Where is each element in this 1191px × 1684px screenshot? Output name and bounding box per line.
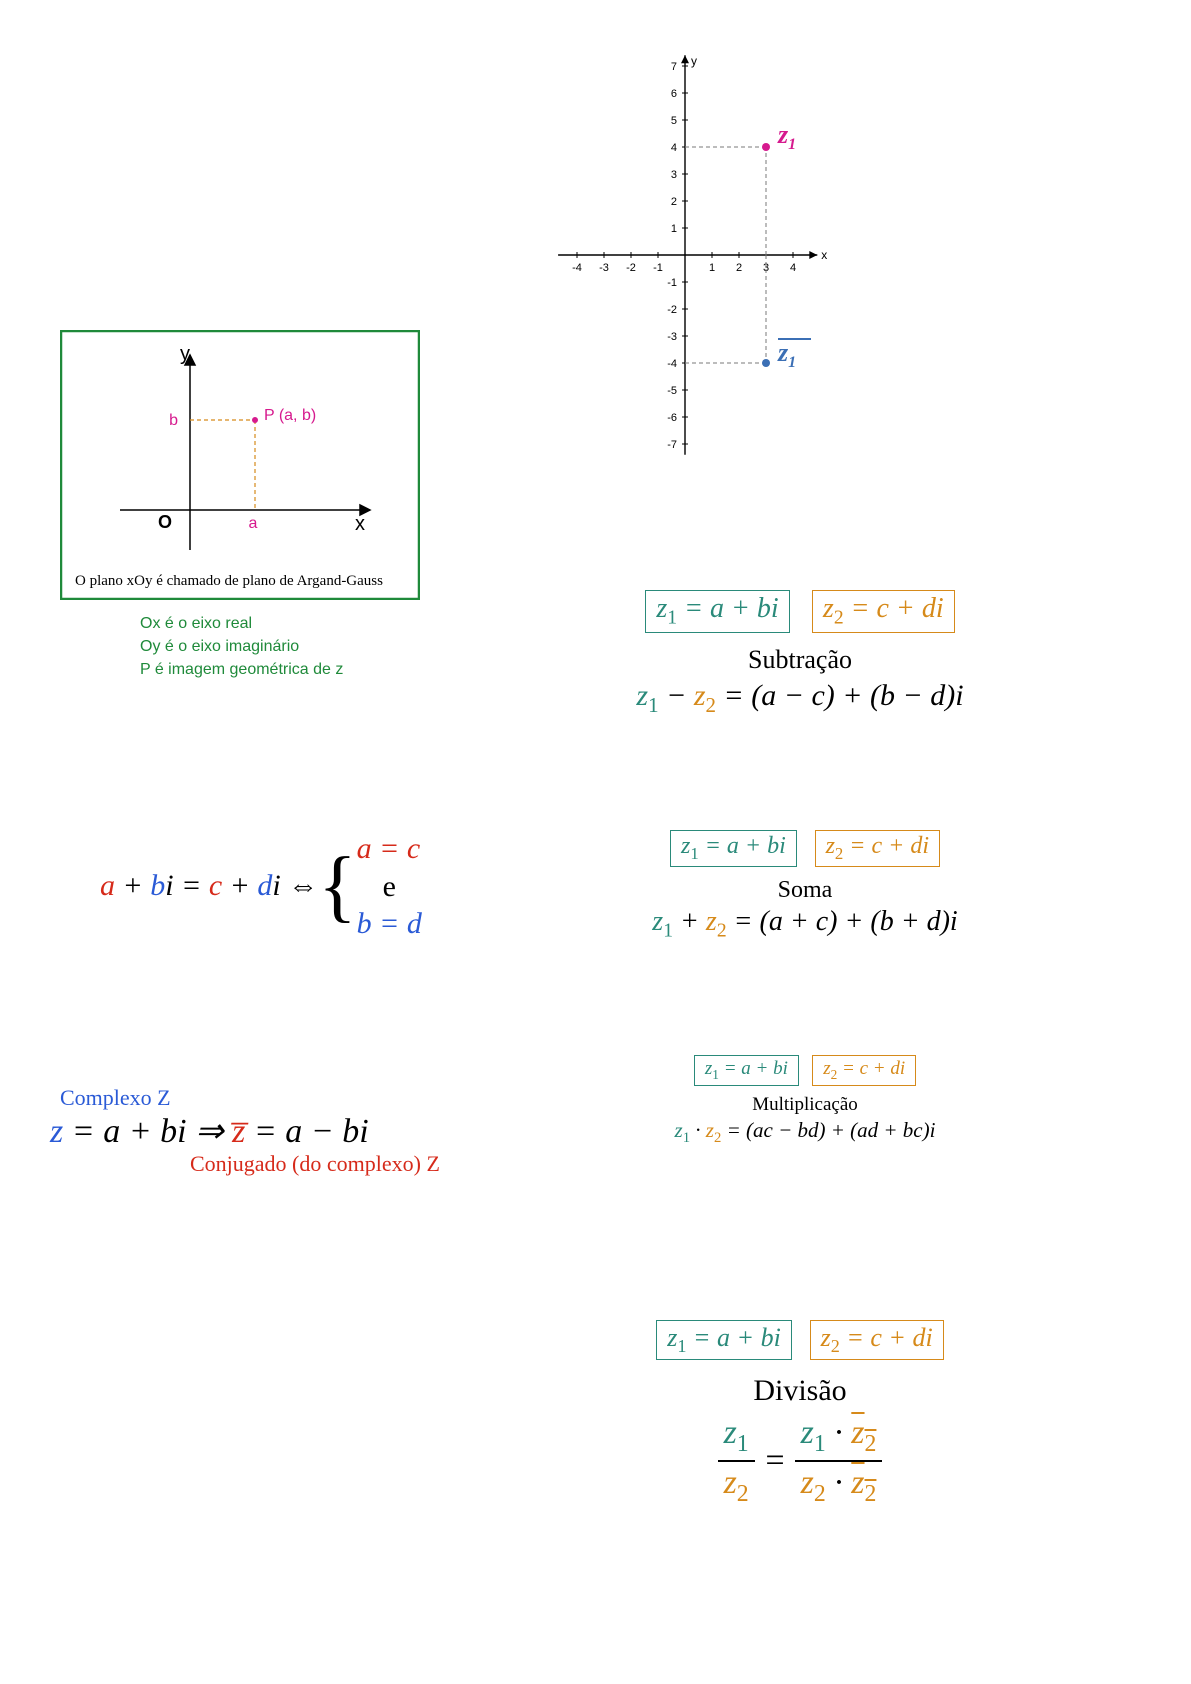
svg-text:1: 1 xyxy=(709,262,715,274)
p-label: P (a, b) xyxy=(264,407,316,424)
svg-text:-3: -3 xyxy=(667,331,677,343)
z1-def-box: z1 = a + bi xyxy=(645,590,789,633)
z2-def-box-div: z2 = c + di xyxy=(810,1320,944,1360)
argand-gauss-box: P (a, b) b a O y x O plano xOy é chamado… xyxy=(60,330,420,600)
svg-text:z1: z1 xyxy=(777,338,796,371)
subtraction-title: Subtração xyxy=(520,645,1080,675)
z1-def-box-div: z1 = a + bi xyxy=(656,1320,792,1360)
note-ox: Ox é o eixo real xyxy=(140,612,343,635)
sum-title: Soma xyxy=(555,877,1055,904)
svg-text:x: x xyxy=(821,248,827,262)
conjugate-block: Complexo Z z = a + bi ⇒ z̅ = a − bi Conj… xyxy=(50,1085,440,1177)
svg-text:-3: -3 xyxy=(599,262,609,274)
svg-text:5: 5 xyxy=(671,115,677,127)
z1-def-box-sum: z1 = a + bi xyxy=(670,830,797,867)
svg-text:-1: -1 xyxy=(653,262,663,274)
svg-text:-4: -4 xyxy=(572,262,582,274)
note-oy: Oy é o eixo imaginário xyxy=(140,635,343,658)
svg-text:-4: -4 xyxy=(667,358,677,370)
complexo-z-label: Complexo Z xyxy=(60,1085,440,1111)
svg-text:z1: z1 xyxy=(777,120,796,153)
x-label: x xyxy=(355,513,365,535)
svg-text:-5: -5 xyxy=(667,385,677,397)
svg-text:7: 7 xyxy=(671,61,677,73)
conjugado-label: Conjugado (do complexo) Z xyxy=(190,1151,440,1177)
z2-def-box-sum: z2 = c + di xyxy=(815,830,940,867)
div-formula: z1 z2 = z1 · z2 z2 · z2 xyxy=(530,1414,1070,1508)
mult-formula: z1 · z2 = (ac − bd) + (ad + bc)i xyxy=(575,1118,1035,1147)
svg-text:-7: -7 xyxy=(667,439,677,451)
z2-def-box: z2 = c + di xyxy=(812,590,955,633)
svg-text:4: 4 xyxy=(671,142,677,154)
a-label: a xyxy=(249,515,258,532)
equality-iff: a + bi = c + di ⇔ { a = c e b = d xyxy=(100,830,422,943)
note-p: P é imagem geométrica de z xyxy=(140,658,343,681)
svg-text:1: 1 xyxy=(671,223,677,235)
argand-caption: O plano xOy é chamado de plano de Argand… xyxy=(75,573,383,589)
svg-text:y: y xyxy=(691,54,697,68)
b-label: b xyxy=(169,412,178,429)
subtraction-formula: z1 − z2 = (a − c) + (b − d)i xyxy=(520,679,1080,718)
svg-text:2: 2 xyxy=(736,262,742,274)
svg-text:-2: -2 xyxy=(626,262,636,274)
svg-text:-1: -1 xyxy=(667,277,677,289)
svg-text:2: 2 xyxy=(671,196,677,208)
div-title: Divisão xyxy=(530,1374,1070,1408)
y-label: y xyxy=(180,343,190,365)
z2-def-box-mult: z2 = c + di xyxy=(812,1055,916,1086)
svg-text:6: 6 xyxy=(671,88,677,100)
o-label: O xyxy=(158,512,172,532)
argand-notes: Ox é o eixo real Oy é o eixo imaginário … xyxy=(140,612,343,682)
svg-text:-2: -2 xyxy=(667,304,677,316)
sum-formula: z1 + z2 = (a + c) + (b + d)i xyxy=(555,906,1055,943)
svg-text:-6: -6 xyxy=(667,412,677,424)
z1-def-box-mult: z1 = a + bi xyxy=(694,1055,799,1086)
conjugate-plot: xy-4-3-2-11234-7-6-5-4-3-2-11234567z1z1 xyxy=(540,45,940,465)
svg-text:3: 3 xyxy=(671,169,677,181)
mult-title: Multiplicação xyxy=(575,1094,1035,1116)
svg-text:4: 4 xyxy=(790,262,796,274)
